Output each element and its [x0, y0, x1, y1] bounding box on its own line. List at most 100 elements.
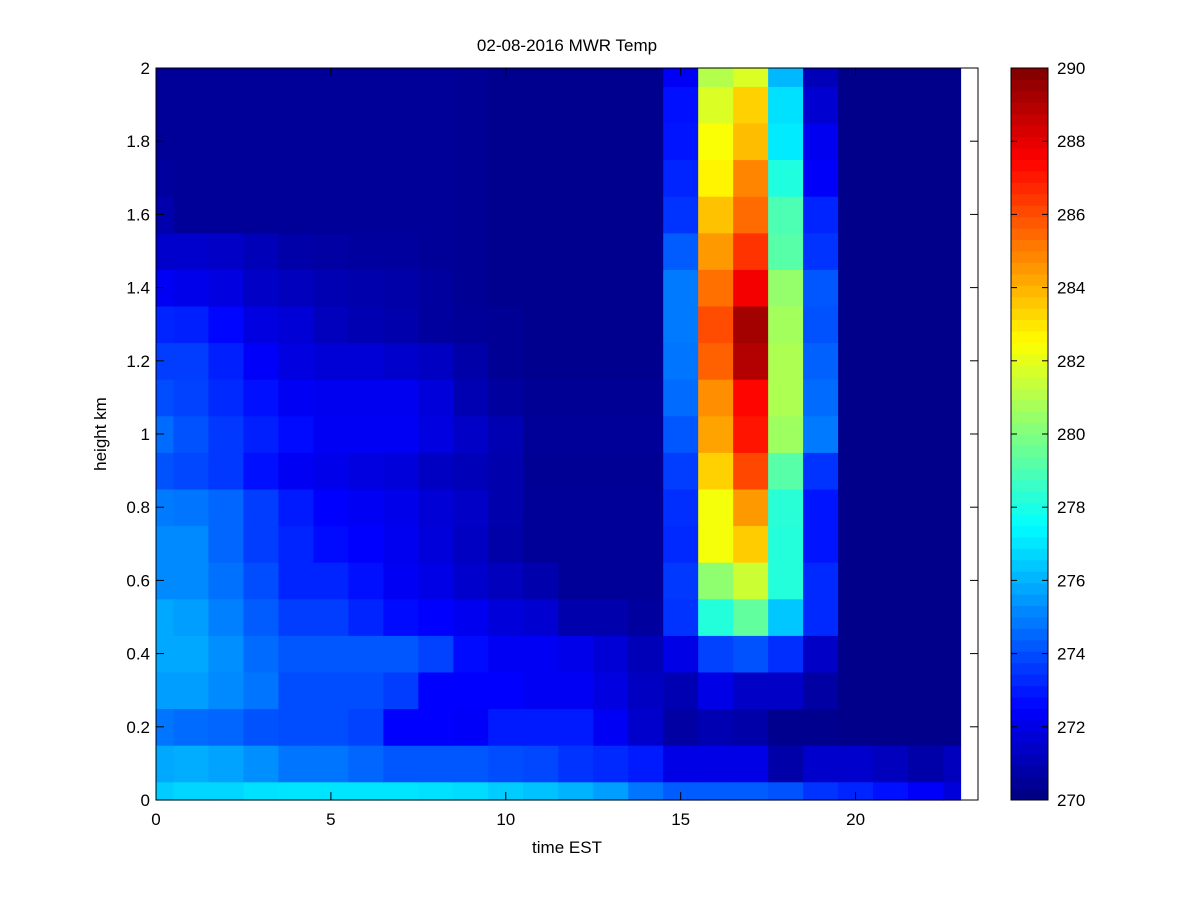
heatmap-cell — [803, 68, 839, 87]
heatmap-cell — [943, 525, 962, 563]
heatmap-cell — [558, 68, 594, 87]
heatmap-cell — [156, 159, 175, 197]
heatmap-cell — [838, 562, 874, 600]
heatmap-cell — [523, 452, 559, 490]
heatmap-cell — [488, 269, 524, 307]
heatmap-cell — [173, 671, 210, 710]
heatmap-cell — [278, 269, 315, 307]
heatmap-cell — [383, 635, 419, 673]
heatmap-cell — [733, 269, 769, 307]
heatmap-cell — [156, 232, 175, 270]
heatmap-cell — [943, 488, 962, 527]
heatmap-cell — [943, 745, 962, 783]
colorbar-tick-label: 284 — [1057, 279, 1085, 298]
heatmap-cell — [278, 196, 315, 234]
heatmap-cell — [803, 745, 839, 783]
heatmap-cell — [156, 68, 175, 87]
colorbar-tick-label: 286 — [1057, 205, 1085, 224]
heatmap-cell — [278, 598, 315, 636]
heatmap-cell — [803, 781, 839, 801]
heatmap-cell — [453, 562, 489, 600]
heatmap-cell — [453, 452, 489, 490]
heatmap-cell — [803, 598, 839, 636]
heatmap-cell — [733, 488, 769, 527]
heatmap-cell — [628, 525, 664, 563]
heatmap-cell — [803, 562, 839, 600]
heatmap-cell — [243, 159, 280, 197]
heatmap-cell — [803, 159, 839, 197]
heatmap-cell — [908, 781, 944, 801]
heatmap-cell — [348, 196, 384, 234]
heatmap-cell — [733, 452, 769, 490]
heatmap-cell — [488, 342, 524, 380]
heatmap-cell — [243, 196, 280, 234]
heatmap-cell — [243, 452, 280, 490]
colorbar-tick-label: 278 — [1057, 498, 1085, 517]
colorbar-swatch — [1011, 170, 1048, 183]
heatmap-cell — [698, 488, 734, 527]
heatmap-cell — [383, 196, 419, 234]
heatmap-cell — [453, 598, 489, 636]
heatmap-cell — [208, 781, 245, 801]
heatmap-cell — [488, 86, 524, 124]
heatmap-cell — [523, 781, 559, 801]
y-tick-label: 1.8 — [126, 132, 150, 151]
heatmap-cell — [663, 379, 699, 417]
heatmap-cell — [383, 562, 419, 600]
heatmap-cell — [488, 452, 524, 490]
heatmap-cell — [873, 708, 909, 746]
heatmap-cell — [628, 122, 664, 161]
heatmap-cell — [768, 379, 804, 417]
heatmap-cell — [908, 671, 944, 710]
colorbar-swatch — [1011, 708, 1048, 721]
heatmap-cell — [663, 708, 699, 746]
heatmap-cell — [156, 305, 175, 344]
heatmap-cell — [663, 488, 699, 527]
heatmap-cell — [943, 159, 962, 197]
colorbar-swatch — [1011, 331, 1048, 343]
heatmap-cell — [208, 122, 245, 161]
heatmap-cell — [873, 159, 909, 197]
heatmap-cell — [663, 269, 699, 307]
heatmap-cell — [208, 86, 245, 124]
heatmap-cell — [768, 708, 804, 746]
heatmap-cell — [488, 68, 524, 87]
heatmap-cell — [873, 635, 909, 673]
heatmap-cell — [173, 269, 210, 307]
heatmap-cells — [156, 68, 962, 801]
heatmap-cell — [523, 232, 559, 270]
heatmap-cell — [383, 671, 419, 710]
heatmap-cell — [156, 122, 175, 161]
heatmap-cell — [348, 781, 384, 801]
heatmap-cell — [698, 342, 734, 380]
heatmap-cell — [348, 232, 384, 270]
heatmap-cell — [313, 708, 349, 746]
heatmap-cell — [243, 305, 280, 344]
heatmap-cell — [838, 86, 874, 124]
heatmap-cell — [313, 562, 349, 600]
heatmap-cell — [348, 598, 384, 636]
heatmap-cell — [698, 452, 734, 490]
colorbar-swatch — [1011, 251, 1048, 263]
heatmap-cell — [663, 122, 699, 161]
colorbar-swatch — [1011, 399, 1048, 412]
heatmap-cell — [383, 708, 419, 746]
heatmap-cell — [663, 305, 699, 344]
heatmap-cell — [733, 671, 769, 710]
heatmap-cell — [453, 122, 489, 161]
colorbar-swatch — [1011, 559, 1048, 572]
heatmap-cell — [628, 562, 664, 600]
heatmap-cell — [523, 488, 559, 527]
heatmap-cell — [348, 415, 384, 453]
heatmap-cell — [803, 342, 839, 380]
heatmap-cell — [768, 525, 804, 563]
heatmap-cell — [208, 598, 245, 636]
colorbar-swatch — [1011, 79, 1048, 92]
heatmap-cell — [243, 562, 280, 600]
x-tick-label: 15 — [671, 810, 690, 829]
colorbar-swatch — [1011, 148, 1048, 160]
heatmap-cell — [173, 488, 210, 527]
heatmap-cell — [698, 232, 734, 270]
heatmap-cell — [488, 708, 524, 746]
